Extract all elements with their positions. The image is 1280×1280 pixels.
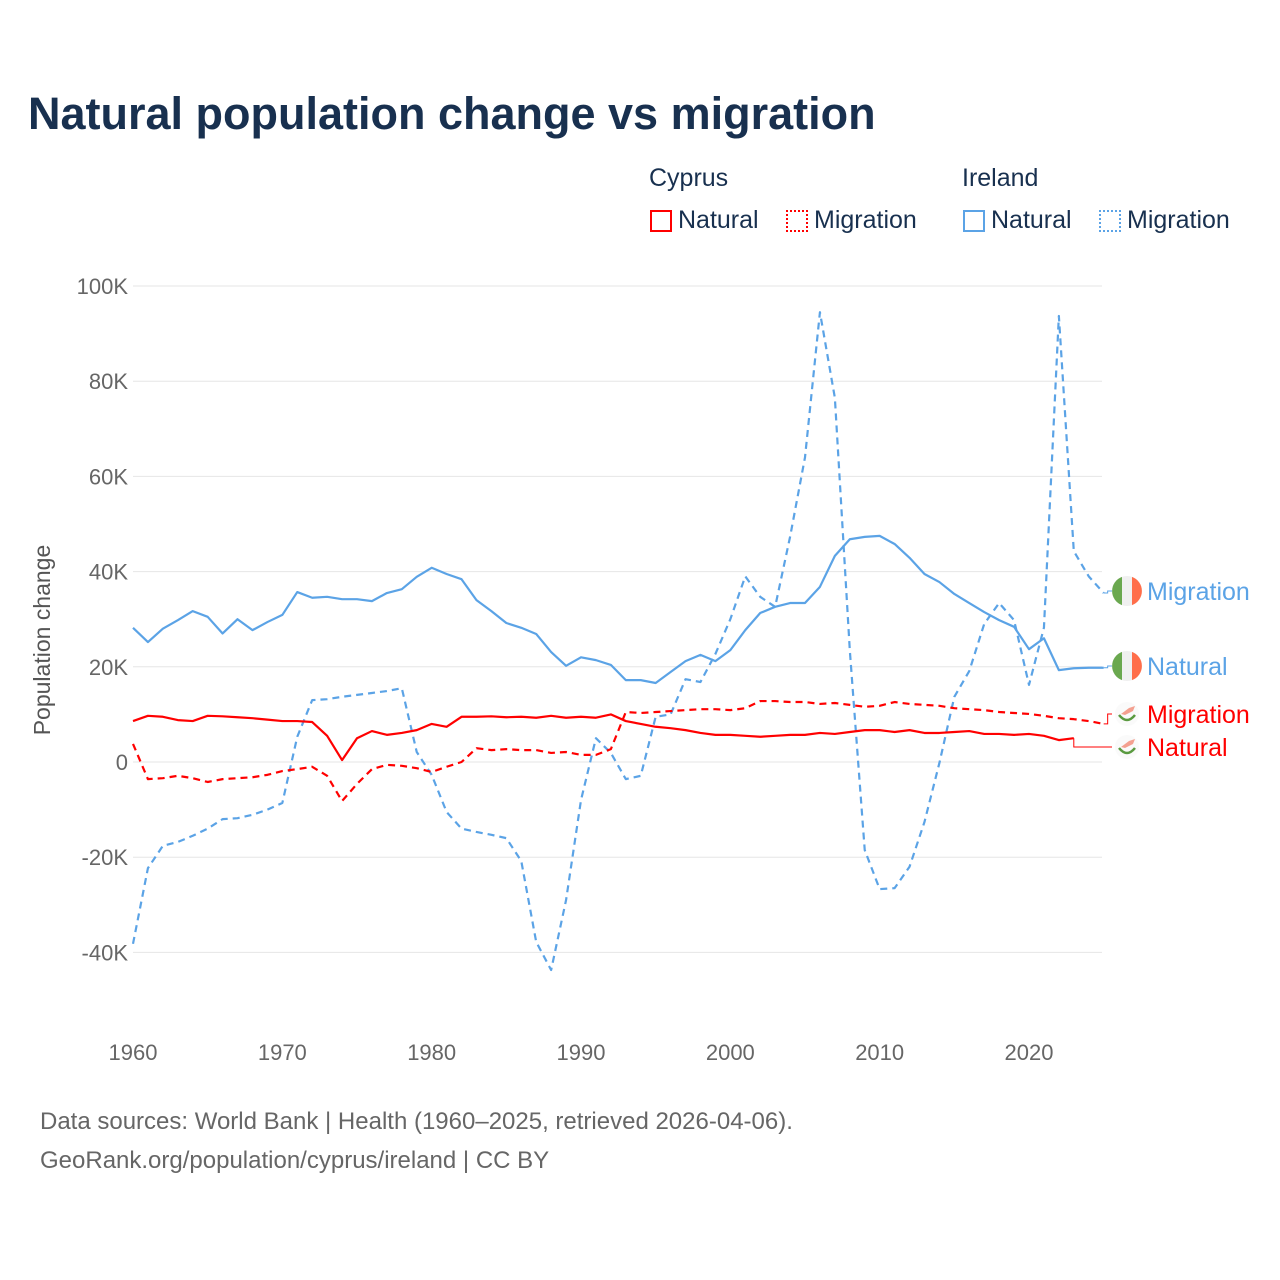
leader-line <box>1103 590 1112 594</box>
legend-group-cyprus: Cyprus <box>649 164 729 192</box>
series-end-label: Migration <box>1147 701 1250 729</box>
series-end-label: Natural <box>1147 734 1228 762</box>
y-tick-label: 40K <box>89 560 128 585</box>
cyprus-island-shape <box>1121 739 1135 748</box>
leader-line <box>1103 665 1112 669</box>
legend-label: Migration <box>814 206 917 234</box>
series-line-cyprus-migration <box>131 699 1104 803</box>
series-line-ireland-natural <box>132 534 1104 685</box>
legend-cyprus-migration[interactable]: Migration <box>786 206 917 235</box>
legend-ireland-natural[interactable]: Natural <box>963 206 1072 235</box>
cyprus-island-shape <box>1121 706 1135 715</box>
x-tick-label: 1960 <box>109 1040 158 1065</box>
x-tick-label: 1990 <box>557 1040 606 1065</box>
ireland-flag-orange <box>1132 576 1142 606</box>
ireland-flag-green <box>1112 576 1122 606</box>
y-tick-label: 100K <box>77 274 129 299</box>
leader-line <box>1103 713 1112 725</box>
series-end-label: Migration <box>1147 578 1250 606</box>
chart-title: Natural population change vs migration <box>28 88 876 139</box>
legend-swatch-solid <box>963 209 985 232</box>
y-tick-label: -20K <box>82 845 129 870</box>
y-tick-label: 80K <box>89 369 128 394</box>
y-tick-label: 20K <box>89 655 128 680</box>
series-line-ireland-migration <box>131 311 1105 972</box>
legend-label: Migration <box>1127 206 1230 234</box>
cyprus-olive-branches <box>1118 714 1136 722</box>
legend-cyprus-natural[interactable]: Natural <box>650 206 759 235</box>
x-tick-label: 2000 <box>706 1040 755 1065</box>
legend-group-ireland: Ireland <box>962 164 1039 192</box>
footer-link[interactable]: GeoRank.org/population/cyprus/ireland | … <box>40 1147 550 1174</box>
ireland-flag-green <box>1112 651 1122 681</box>
y-tick-label: 0 <box>116 750 128 775</box>
series-end-label: Natural <box>1147 653 1228 681</box>
cyprus-olive-branches <box>1118 747 1136 755</box>
ireland-flag-orange <box>1132 651 1142 681</box>
legend-label: Natural <box>678 206 759 234</box>
y-axis-label: Population change <box>29 545 55 736</box>
leader-line <box>1073 738 1112 748</box>
series-line-cyprus-natural <box>132 713 1074 762</box>
legend-swatch-dotted <box>786 209 808 232</box>
x-tick-label: 2010 <box>855 1040 904 1065</box>
footer-sources: Data sources: World Bank | Health (1960–… <box>40 1108 793 1135</box>
y-tick-label: -40K <box>82 940 129 965</box>
legend-swatch-dotted <box>1099 209 1121 232</box>
legend-label: Natural <box>991 206 1072 234</box>
x-tick-label: 1980 <box>407 1040 456 1065</box>
y-tick-label: 60K <box>89 464 128 489</box>
x-tick-label: 2020 <box>1005 1040 1054 1065</box>
legend-ireland-migration[interactable]: Migration <box>1099 206 1230 235</box>
x-tick-label: 1970 <box>258 1040 307 1065</box>
legend-swatch-solid <box>650 209 672 232</box>
